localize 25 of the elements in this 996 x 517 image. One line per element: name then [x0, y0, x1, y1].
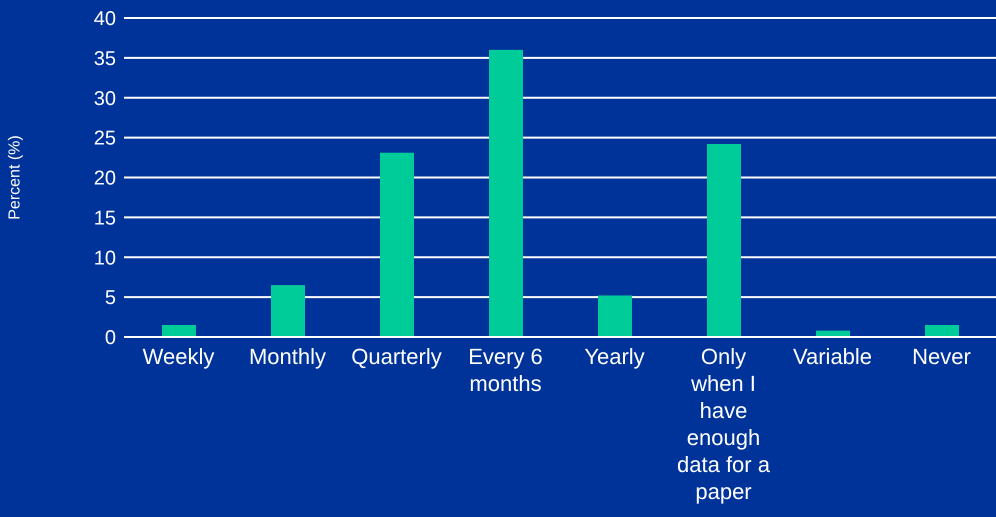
y-tick-label: 25: [94, 128, 116, 150]
bar: [925, 325, 959, 337]
y-tick-label: 5: [104, 287, 116, 310]
y-tick-label: 10: [94, 247, 116, 270]
x-tick-label: Every 6 months: [468, 344, 543, 396]
y-tick-label: 35: [94, 48, 116, 70]
x-tick-label: Monthly: [248, 344, 326, 369]
bar: [598, 296, 632, 337]
bar: [380, 152, 414, 337]
x-tick-label: Quarterly: [351, 344, 442, 369]
bar: [489, 50, 523, 337]
y-tick-label: 30: [94, 88, 116, 110]
y-tick-label: 20: [94, 168, 116, 190]
bar: [271, 285, 305, 337]
x-tick-label: Never: [912, 344, 971, 369]
x-tick-label: Yearly: [584, 344, 645, 369]
y-axis-title: Percent (%): [6, 135, 24, 220]
x-tick-label: Weekly: [142, 344, 214, 369]
y-tick-label: 0: [104, 327, 116, 350]
bar: [707, 144, 741, 337]
bar: [162, 325, 196, 337]
y-tick-label: 15: [94, 207, 116, 230]
y-tick-label: 40: [94, 8, 116, 30]
x-tick-label: Variable: [792, 344, 872, 369]
x-tick-label: Only when I have enough data for a paper: [677, 344, 771, 504]
